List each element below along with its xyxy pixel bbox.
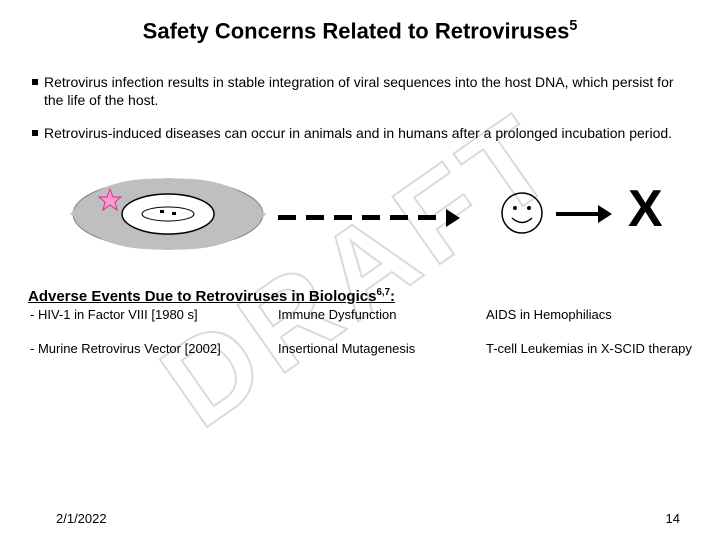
adverse-row-1: - HIV-1 in Factor VIII [1980 s] Immune D… [28, 307, 692, 323]
adverse-row-1-col2: Immune Dysfunction [278, 307, 478, 323]
adverse-row-2-col1: - Murine Retrovirus Vector [2002] [28, 341, 278, 357]
bullet-2-text: Retrovirus-induced diseases can occur in… [44, 125, 672, 143]
bullet-mark-icon [32, 79, 38, 85]
title-sup: 5 [569, 18, 577, 34]
adverse-row-1-col1: - HIV-1 in Factor VIII [1980 s] [28, 307, 278, 323]
smiley-face-icon [500, 191, 544, 235]
solid-arrow-icon [556, 207, 616, 221]
bullet-2: Retrovirus-induced diseases can occur in… [28, 125, 692, 143]
adverse-events-heading: Adverse Events Due to Retroviruses in Bi… [28, 287, 692, 305]
bullet-1: Retrovirus infection results in stable i… [28, 74, 692, 109]
footer: 2/1/2022 14 [0, 511, 720, 526]
dashed-arrow-icon [278, 209, 460, 227]
adverse-row-2: - Murine Retrovirus Vector [2002] Insert… [28, 341, 692, 357]
footer-page: 14 [666, 511, 680, 526]
adverse-title-suffix: : [390, 288, 395, 305]
adverse-row-2-col2: Insertional Mutagenesis [278, 341, 478, 357]
cell-illustration [68, 169, 268, 259]
x-symbol: X [628, 179, 663, 239]
footer-date: 2/1/2022 [56, 511, 107, 526]
adverse-title-text: Adverse Events Due to Retroviruses in Bi… [28, 288, 376, 305]
bullet-mark-icon [32, 130, 38, 136]
adverse-row-2-col3: T-cell Leukemias in X-SCID therapy [478, 341, 692, 357]
slide-title: Safety Concerns Related to Retroviruses5 [28, 18, 692, 44]
adverse-title-sup: 6,7 [376, 287, 390, 298]
diagram: X [28, 159, 692, 269]
adverse-row-1-col3: AIDS in Hemophiliacs [478, 307, 692, 323]
title-text: Safety Concerns Related to Retroviruses [143, 18, 570, 43]
slide: Safety Concerns Related to Retroviruses5… [0, 0, 720, 540]
bullet-1-text: Retrovirus infection results in stable i… [44, 74, 688, 109]
